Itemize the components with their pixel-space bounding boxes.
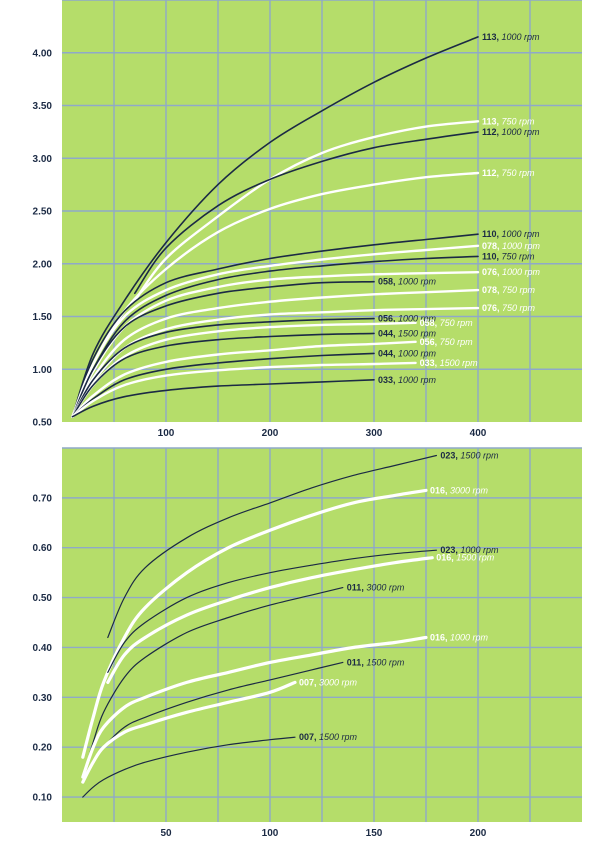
series-label: 016, 1000 rpm xyxy=(430,632,489,642)
series-line-044-1500-rpm xyxy=(71,332,375,418)
series-line-023-1500-rpm xyxy=(107,454,437,639)
series-label: 033, 1500 rpm xyxy=(420,358,479,368)
series-label: 113, 750 rpm xyxy=(482,116,535,126)
y-tick-label: 2.50 xyxy=(33,207,53,218)
series-label: 007, 1500 rpm xyxy=(299,732,358,742)
series-line-113-750-rpm xyxy=(133,120,480,302)
series-label: 044, 1000 rpm xyxy=(378,348,437,358)
x-tick-label: 200 xyxy=(262,428,279,439)
y-tick-label: 0.70 xyxy=(33,493,53,504)
y-tick-label: 4.00 xyxy=(33,48,53,59)
series-label: 011, 3000 rpm xyxy=(347,583,405,593)
series-line-076-750-rpm xyxy=(71,306,480,418)
series-line-058-1000-rpm xyxy=(71,280,375,418)
x-tick-label: 50 xyxy=(160,828,172,839)
y-tick-label: 0.20 xyxy=(33,743,53,754)
series-line-113-1000-rpm xyxy=(71,36,479,418)
series-label: 113, 1000 rpm xyxy=(482,32,540,42)
series-label: 112, 1000 rpm xyxy=(482,127,540,137)
y-tick-label: 1.00 xyxy=(33,365,53,376)
series-line-011-3000-rpm xyxy=(82,587,344,778)
series-line-112-1000-rpm xyxy=(134,131,479,295)
series-line-007-1500-rpm xyxy=(82,736,296,798)
y-tick-label: 3.00 xyxy=(33,154,53,165)
x-tick-label: 300 xyxy=(366,428,383,439)
y-tick-label: 0.50 xyxy=(33,418,53,429)
series-label: 033, 1000 rpm xyxy=(378,375,437,385)
series-label: 056, 750 rpm xyxy=(420,337,474,347)
series-label: 076, 750 rpm xyxy=(482,303,536,313)
x-tick-label: 200 xyxy=(470,828,487,839)
series-line-056-1000-rpm xyxy=(71,317,375,418)
series-label: 076, 1000 rpm xyxy=(482,267,541,277)
y-tick-label: 2.00 xyxy=(33,259,53,270)
series-line-033-1500-rpm xyxy=(71,361,417,418)
series-label: 016, 1500 rpm xyxy=(436,553,495,563)
series-label: 110, 1000 rpm xyxy=(482,229,540,239)
series-line-016-1000-rpm xyxy=(81,635,428,779)
x-tick-label: 400 xyxy=(470,428,487,439)
x-tick-label: 100 xyxy=(262,828,279,839)
series-line-110-750-rpm xyxy=(71,255,479,418)
series-label: 078, 1000 rpm xyxy=(482,241,541,251)
series-line-033-1000-rpm xyxy=(71,379,375,418)
series-label: 044, 1500 rpm xyxy=(378,328,437,338)
series-label: 011, 1500 rpm xyxy=(347,657,405,667)
y-tick-label: 0.50 xyxy=(33,593,53,604)
series-line-044-1000-rpm xyxy=(71,352,375,418)
y-tick-label: 1.50 xyxy=(33,312,53,323)
y-tick-label: 0.40 xyxy=(33,643,53,654)
series-line-056-750-rpm xyxy=(71,340,417,418)
series-label: 078, 750 rpm xyxy=(482,285,536,295)
y-tick-label: 0.60 xyxy=(33,543,53,554)
y-tick-label: 0.30 xyxy=(33,693,53,704)
series-label: 023, 1000 rpm xyxy=(440,545,499,555)
x-tick-label: 100 xyxy=(158,428,175,439)
y-tick-label: 3.50 xyxy=(33,101,53,112)
series-label: 112, 750 rpm xyxy=(482,168,535,178)
series-label: 023, 1500 rpm xyxy=(440,450,499,460)
series-line-016-1500-rpm xyxy=(106,556,434,684)
series-label: 016, 3000 rpm xyxy=(430,485,489,495)
series-line-016-3000-rpm xyxy=(81,488,428,759)
series-line-110-1000-rpm xyxy=(71,233,479,418)
series-label: 110, 750 rpm xyxy=(482,251,535,261)
series-line-078-1000-rpm xyxy=(71,244,480,418)
x-tick-label: 150 xyxy=(366,828,383,839)
series-label: 056, 1000 rpm xyxy=(378,314,437,324)
y-tick-label: 0.10 xyxy=(33,793,53,804)
series-label: 058, 1000 rpm xyxy=(378,277,437,287)
series-line-007-3000-rpm xyxy=(81,680,297,784)
series-line-023-1000-rpm xyxy=(107,549,437,673)
bottom-chart-panel: 0.10 0.20 0.30 0.40 0.50 0.60 0.70 50 100 150 200 0… xyxy=(33,447,582,839)
top-chart-panel: 0.50 1.00 1.50 2.00 2.50 3.00 3.50 4.00 100 200 30… xyxy=(33,0,582,439)
series-label: 007, 3000 rpm xyxy=(299,677,358,687)
series-line-078-750-rpm xyxy=(71,288,480,418)
series-label: 058, 750 rpm xyxy=(420,318,474,328)
